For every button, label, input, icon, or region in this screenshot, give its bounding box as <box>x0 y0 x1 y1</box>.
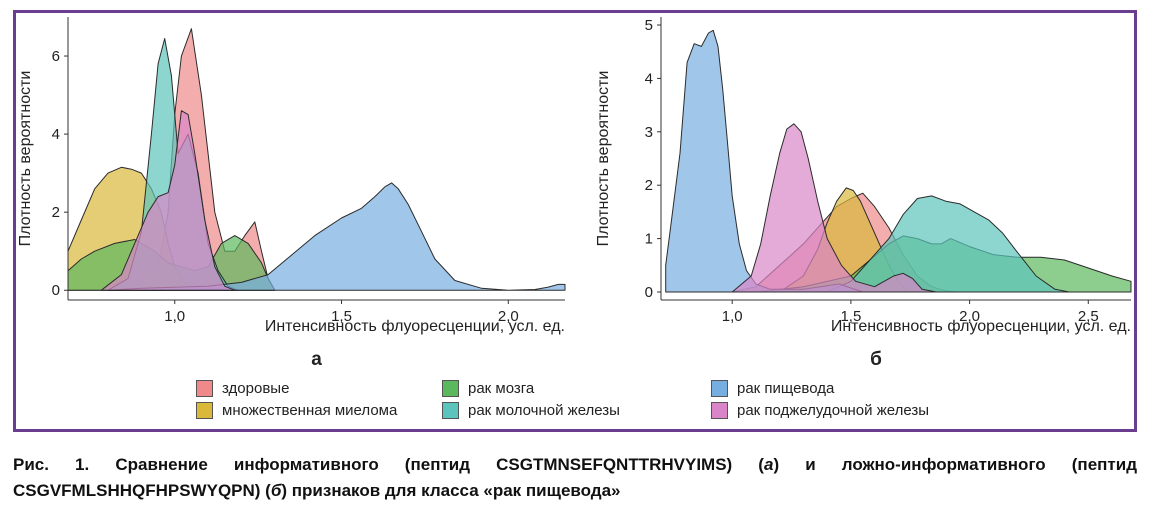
caption-suffix: ) признаков для класса «рак пищевода» <box>281 481 621 500</box>
legend-item-healthy: здоровые <box>196 380 289 397</box>
legend-item-esophagus: рак пищевода <box>711 380 834 397</box>
caption-middle: ) и ложно-информативного (пептид CSGVFML… <box>13 455 1137 500</box>
x-tick-label: 1,0 <box>722 308 743 325</box>
legend-label: рак пищевода <box>737 380 835 397</box>
panel-label: а <box>311 349 322 370</box>
y-tick-label: 2 <box>645 177 653 194</box>
caption-prefix: Рис. 1. Сравнение информативного (пептид… <box>13 455 764 474</box>
x-axis-label: Интенсивность флуоресценции, усл. ед. <box>265 318 565 335</box>
y-tick-label: 2 <box>52 204 60 221</box>
caption-b: б <box>270 481 282 500</box>
y-tick-label: 1 <box>645 231 653 248</box>
legend-swatch <box>711 380 728 397</box>
legend-label: здоровые <box>222 380 290 397</box>
x-tick-label: 2,0 <box>498 308 519 325</box>
legend-swatch <box>442 402 459 419</box>
x-tick-label: 2,5 <box>1078 308 1099 325</box>
density-area-series-4 <box>107 182 566 291</box>
legend-item-brain: рак мозга <box>442 380 534 397</box>
y-tick-label: 0 <box>52 282 60 299</box>
legend-item-myeloma: множественная миелома <box>196 402 397 419</box>
density-area-series-5 <box>731 123 937 293</box>
x-axis-label: Интенсивность флуоресценции, усл. ед. <box>831 318 1131 335</box>
y-tick-label: 4 <box>52 126 60 143</box>
figure-caption: Рис. 1. Сравнение информативного (пептид… <box>13 452 1137 504</box>
legend-swatch <box>442 380 459 397</box>
y-tick-label: 3 <box>645 124 653 141</box>
legend-swatch <box>196 380 213 397</box>
y-tick-label: 4 <box>645 70 653 87</box>
x-tick-label: 2,0 <box>959 308 980 325</box>
y-axis-label: Плотность вероятности <box>17 71 34 247</box>
legend-label: рак поджелудочной железы <box>737 402 929 419</box>
x-tick-label: 1,5 <box>840 308 861 325</box>
legend-item-pancreas: рак поджелудочной железы <box>711 402 929 419</box>
legend-label: рак мозга <box>468 380 535 397</box>
legend-swatch <box>196 402 213 419</box>
x-tick-label: 1,5 <box>331 308 352 325</box>
legend-swatch <box>711 402 728 419</box>
y-tick-label: 6 <box>52 48 60 65</box>
legend-label: рак молочной железы <box>468 402 620 419</box>
y-tick-label: 5 <box>645 17 653 34</box>
density-area-series-3 <box>826 195 1070 293</box>
x-tick-label: 1,0 <box>164 308 185 325</box>
caption-a: а <box>763 455 774 474</box>
legend-label: множественная миелома <box>222 402 398 419</box>
y-tick-label: 0 <box>645 284 653 301</box>
figure-frame: 0 2 4 6 1,0 1,5 2,0 Интенсивность флуоресценции… <box>13 10 1137 432</box>
density-area-series-5 <box>100 110 236 291</box>
legend-item-breast: рак молочной железы <box>442 402 620 419</box>
y-axis-label: Плотность вероятности <box>595 71 612 247</box>
panel-label: б <box>870 349 882 370</box>
legend: здоровые множественная миелома рак мозга… <box>16 13 1134 429</box>
